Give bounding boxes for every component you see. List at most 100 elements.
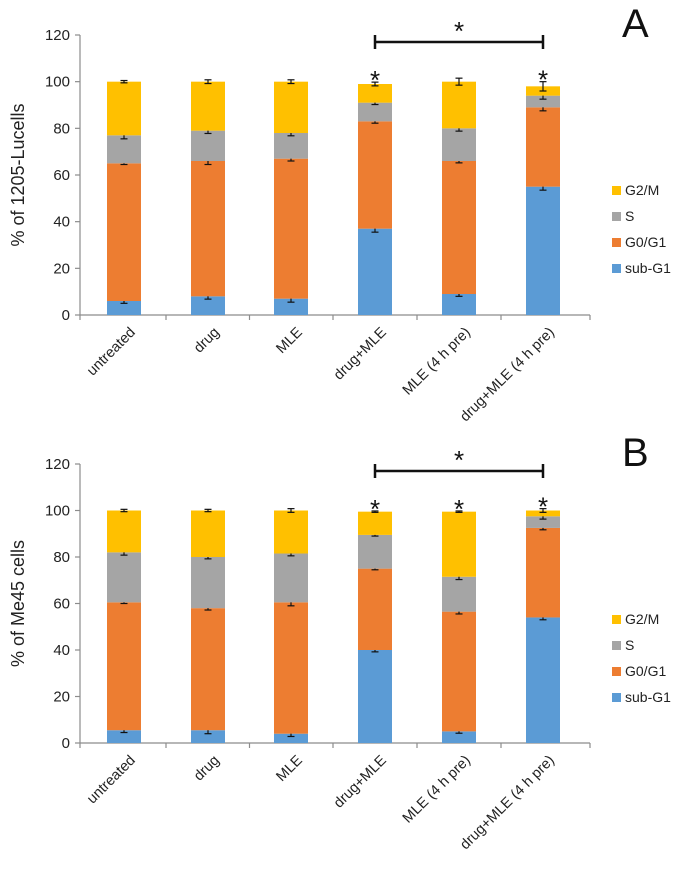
bar-s bbox=[358, 534, 392, 569]
legend-label: sub-G1 bbox=[625, 260, 671, 276]
bar-sub-g1 bbox=[358, 650, 392, 743]
bar-s bbox=[191, 130, 225, 161]
bar-g2-m bbox=[442, 81, 476, 129]
bar-g2-m bbox=[274, 510, 308, 554]
error-bar bbox=[455, 510, 463, 513]
bracket-star: * bbox=[454, 445, 464, 475]
category-label: drug+MLE (4 h pre) bbox=[457, 325, 558, 426]
significance-star: * bbox=[370, 65, 380, 95]
legend-label: G2/M bbox=[625, 182, 659, 198]
error-bar bbox=[204, 508, 212, 513]
bar-sub-g1 bbox=[191, 296, 225, 315]
error-bar bbox=[287, 508, 295, 513]
y-tick-label: 40 bbox=[53, 642, 70, 659]
chart-panel-b: 0 20 40 60 80 100 120 % of Me45 cells untreated d… bbox=[8, 431, 671, 853]
significance-bracket: * bbox=[373, 445, 545, 478]
significance-star: * bbox=[454, 494, 464, 524]
legend-label: S bbox=[625, 637, 634, 653]
bar-g0-g1 bbox=[191, 608, 225, 731]
bar-g0-g1 bbox=[358, 121, 392, 229]
legend-swatch bbox=[612, 641, 621, 650]
bar-g0-g1 bbox=[442, 611, 476, 732]
bar-sub-g1 bbox=[442, 731, 476, 743]
category-label: MLE (4 h pre) bbox=[400, 325, 474, 399]
bar-s bbox=[442, 128, 476, 161]
y-axis-title: % of 1205-Lucells bbox=[8, 103, 28, 246]
y-tick-label: 80 bbox=[53, 549, 70, 566]
legend-label: G0/G1 bbox=[625, 663, 666, 679]
category-label: drug+MLE (4 h pre) bbox=[457, 753, 558, 854]
bar-s bbox=[191, 557, 225, 609]
bar-s bbox=[526, 95, 560, 108]
bar-g2-m bbox=[526, 510, 560, 517]
y-tick-label: 120 bbox=[45, 27, 70, 44]
category-label: drug+MLE bbox=[331, 752, 390, 811]
bar-sub-g1 bbox=[358, 228, 392, 315]
bar-s bbox=[274, 553, 308, 603]
bar-g2-m bbox=[191, 510, 225, 557]
error-bar bbox=[287, 79, 295, 85]
category-label: untreated bbox=[84, 325, 139, 380]
legend-swatch bbox=[612, 186, 621, 195]
bar-sub-g1 bbox=[442, 294, 476, 315]
bar-g2-m bbox=[442, 511, 476, 577]
y-tick-label: 60 bbox=[53, 596, 70, 613]
bracket-star: * bbox=[454, 16, 464, 46]
bar-g2-m bbox=[107, 510, 141, 553]
bar-g0-g1 bbox=[274, 158, 308, 299]
bar-g2-m bbox=[274, 81, 308, 133]
bar-sub-g1 bbox=[274, 733, 308, 743]
bar-s bbox=[274, 133, 308, 159]
bar-g0-g1 bbox=[442, 161, 476, 294]
significance-star: * bbox=[538, 65, 548, 95]
bar-g0-g1 bbox=[526, 527, 560, 618]
bar-s bbox=[107, 135, 141, 164]
y-tick-label: 40 bbox=[53, 214, 70, 231]
y-tick-label: 20 bbox=[53, 260, 70, 277]
error-bar bbox=[539, 81, 547, 92]
bar-g2-m bbox=[358, 84, 392, 103]
chart-panel-a: 0 20 40 60 80 100 120 % of 1205-Lucells untreate… bbox=[8, 2, 671, 425]
error-bar bbox=[120, 79, 128, 84]
panel-label: A bbox=[622, 2, 649, 46]
significance-bracket: * bbox=[373, 16, 545, 49]
category-label: untreated bbox=[84, 753, 139, 808]
y-tick-label: 20 bbox=[53, 689, 70, 706]
error-bar bbox=[371, 510, 379, 513]
bar-g0-g1 bbox=[107, 602, 141, 731]
bar-sub-g1 bbox=[107, 730, 141, 743]
bar-sub-g1 bbox=[526, 617, 560, 743]
bar-s bbox=[358, 102, 392, 122]
y-tick-label: 60 bbox=[53, 167, 70, 184]
bar-g0-g1 bbox=[526, 107, 560, 187]
error-bar bbox=[371, 81, 379, 87]
category-label: MLE (4 h pre) bbox=[400, 753, 474, 827]
bar-g0-g1 bbox=[274, 602, 308, 734]
legend-swatch bbox=[612, 667, 621, 676]
bar-sub-g1 bbox=[107, 301, 141, 315]
error-bar bbox=[120, 508, 128, 513]
category-label: MLE bbox=[273, 752, 306, 785]
legend-swatch bbox=[612, 693, 621, 702]
legend-swatch bbox=[612, 212, 621, 221]
bar-sub-g1 bbox=[526, 186, 560, 315]
legend-label: G0/G1 bbox=[625, 234, 666, 250]
panel-label: B bbox=[622, 431, 649, 475]
legend-label: S bbox=[625, 208, 634, 224]
bar-g2-m bbox=[191, 81, 225, 131]
category-label: MLE bbox=[273, 324, 306, 357]
error-bar bbox=[539, 508, 547, 513]
bar-s bbox=[442, 576, 476, 612]
bar-g0-g1 bbox=[191, 161, 225, 297]
bar-g0-g1 bbox=[107, 163, 141, 301]
error-bar bbox=[204, 79, 212, 85]
y-tick-label: 120 bbox=[45, 456, 70, 473]
category-label: drug bbox=[191, 325, 223, 357]
bar-s bbox=[526, 516, 560, 528]
legend-label: sub-G1 bbox=[625, 689, 671, 705]
significance-star: * bbox=[538, 492, 548, 522]
y-axis-title: % of Me45 cells bbox=[8, 540, 28, 667]
significance-star: * bbox=[370, 494, 380, 524]
legend-label: G2/M bbox=[625, 611, 659, 627]
